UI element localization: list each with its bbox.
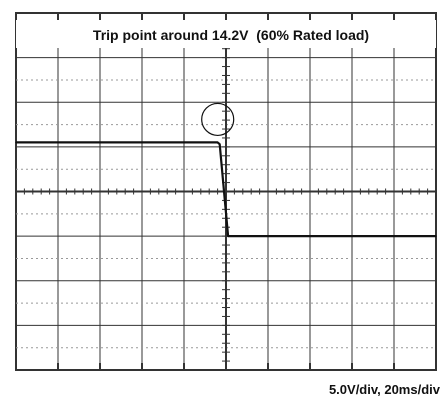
trace-point bbox=[435, 235, 437, 237]
trace-point bbox=[227, 235, 229, 237]
trip-point-marker bbox=[201, 102, 235, 137]
scale-label: 5.0V/div, 20ms/div bbox=[329, 382, 441, 397]
trace-point bbox=[15, 141, 17, 144]
graticule bbox=[15, 12, 437, 371]
trace-point bbox=[217, 141, 219, 144]
title-background bbox=[16, 20, 436, 48]
waveform-trace bbox=[15, 141, 437, 238]
trip-point-circle bbox=[201, 102, 235, 137]
trace-point bbox=[219, 143, 221, 145]
chart-title: Trip point around 14.2V (60% Rated load) bbox=[93, 27, 369, 43]
